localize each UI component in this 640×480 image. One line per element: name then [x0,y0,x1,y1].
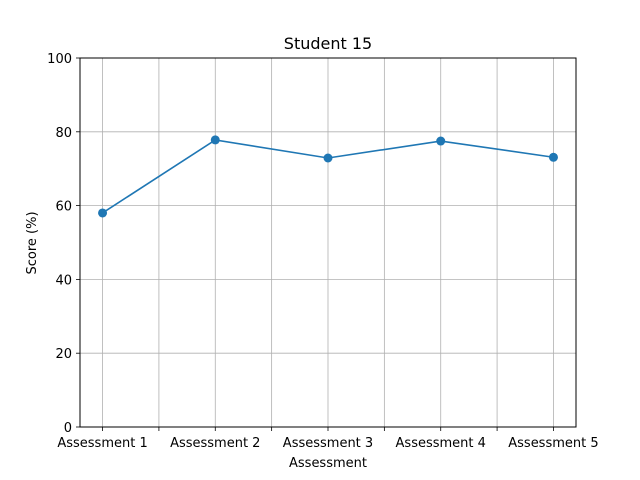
x-axis-title: Assessment [289,456,367,471]
x-tick-label: Assessment 1 [57,436,147,451]
y-tick-label: 80 [55,126,72,141]
x-tick-label: Assessment 4 [396,436,486,451]
data-point [323,153,333,163]
y-tick-label: 20 [55,347,72,362]
data-point [436,136,446,146]
y-tick-label: 40 [55,273,72,288]
chart-title: Student 15 [284,34,372,53]
data-point [210,135,220,145]
y-tick-label: 60 [55,200,72,215]
series-group [98,135,558,218]
axis-ticks: Assessment 1 Assessment 2 Assessment 3 Asse… [47,52,598,451]
data-point [548,152,558,162]
grid-lines [80,57,576,428]
x-tick-label: Assessment 3 [283,436,373,451]
x-tick-label: Assessment 5 [508,436,598,451]
x-tick-label: Assessment 2 [170,436,260,451]
y-axis-title: Score (%) [25,211,40,274]
y-tick-label: 100 [47,52,72,67]
data-point [98,208,108,218]
y-tick-label: 0 [64,421,72,436]
